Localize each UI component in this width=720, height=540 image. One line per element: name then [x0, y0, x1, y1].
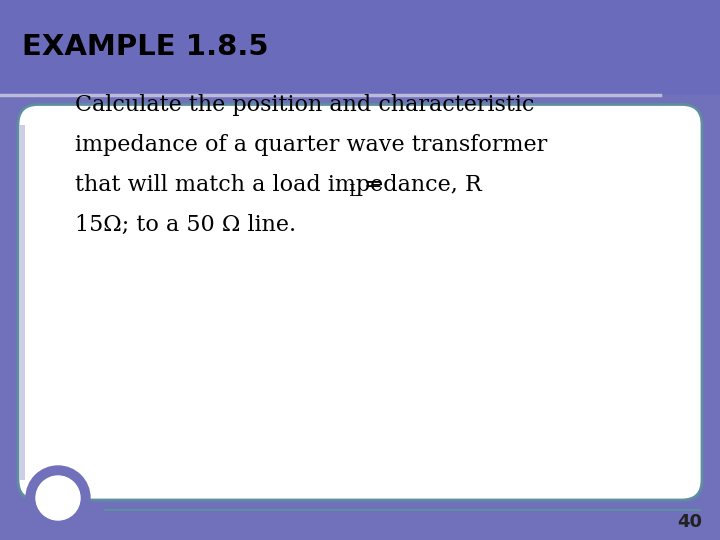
Text: impedance of a quarter wave transformer: impedance of a quarter wave transformer — [75, 134, 547, 156]
Text: 15Ω; to a 50 Ω line.: 15Ω; to a 50 Ω line. — [75, 214, 296, 236]
Text: Calculate the position and characteristic: Calculate the position and characteristi… — [75, 94, 534, 116]
Text: EXAMPLE 1.8.5: EXAMPLE 1.8.5 — [22, 33, 269, 61]
Circle shape — [26, 466, 90, 530]
Bar — [20, 125, 25, 480]
Text: 40: 40 — [677, 513, 702, 531]
Text: =: = — [357, 174, 383, 196]
Circle shape — [36, 476, 80, 520]
FancyBboxPatch shape — [18, 105, 702, 500]
Text: L: L — [348, 183, 359, 199]
Text: that will match a load impedance, R: that will match a load impedance, R — [75, 174, 482, 196]
Bar — [0, 0, 720, 94]
